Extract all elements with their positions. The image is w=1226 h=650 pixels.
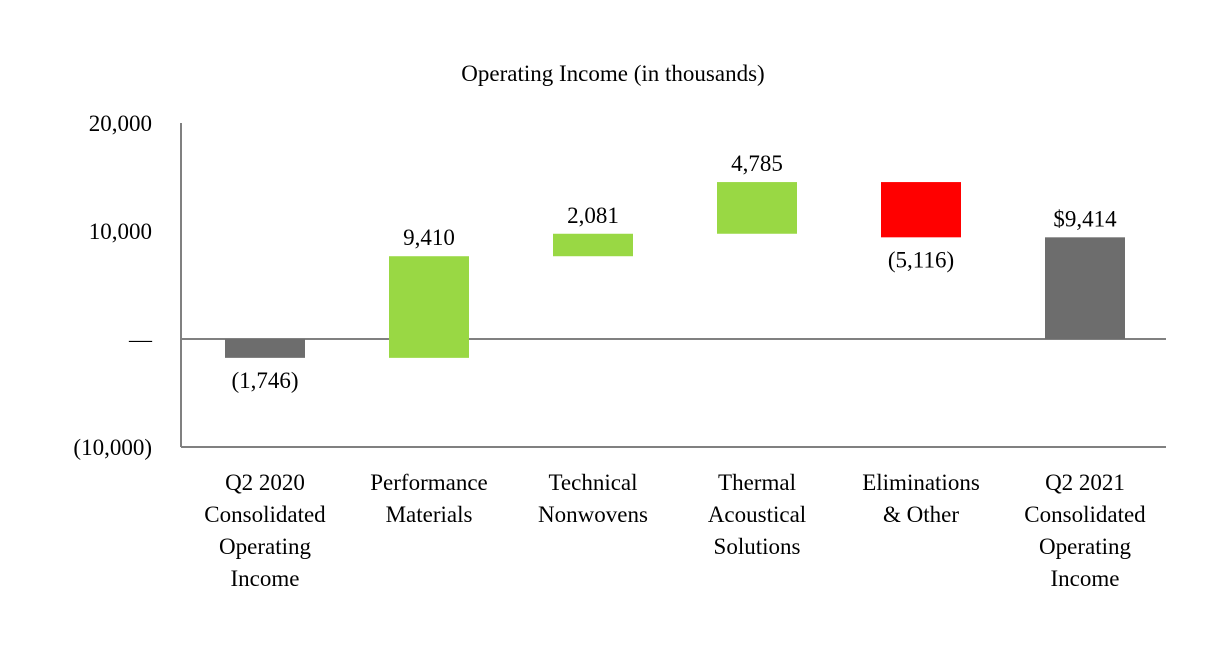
data-labels-group: (1,746) 9,410 2,081 4,785 (5,116) $9,414	[231, 151, 1117, 393]
x-category-label: Thermal	[718, 470, 796, 495]
waterfall-bar	[389, 256, 469, 358]
waterfall-bar	[881, 182, 961, 238]
waterfall-bar	[1045, 237, 1125, 339]
x-category-label: Eliminations	[862, 470, 980, 495]
x-category-label: Nonwovens	[538, 502, 648, 527]
waterfall-bar	[553, 233, 633, 257]
x-category-label: Operating	[219, 534, 311, 559]
x-category-label: Consolidated	[1024, 502, 1146, 527]
waterfall-bar	[225, 339, 305, 358]
waterfall-bar	[717, 182, 797, 234]
bars-group	[225, 182, 1125, 358]
bar-value-label: 9,410	[403, 225, 455, 250]
bar-value-label: 2,081	[567, 203, 619, 228]
bar-value-label: (1,746)	[231, 368, 298, 393]
x-category-label: Income	[231, 566, 300, 591]
bar-value-label: 4,785	[731, 151, 783, 176]
x-category-label: Solutions	[714, 534, 801, 559]
x-category-label: & Other	[883, 502, 959, 527]
x-category-label: Technical	[548, 470, 637, 495]
y-tick-label: 20,000	[89, 111, 152, 136]
y-tick-label: (10,000)	[73, 435, 152, 460]
x-category-label: Q2 2020	[225, 470, 305, 495]
y-tick-label: —	[128, 327, 153, 352]
x-category-label: Operating	[1039, 534, 1131, 559]
y-axis: 20,000 10,000 — (10,000)	[73, 111, 1166, 460]
x-category-label: Acoustical	[708, 502, 806, 527]
x-category-label: Q2 2021	[1045, 470, 1125, 495]
x-category-label: Consolidated	[204, 502, 326, 527]
x-category-label: Income	[1051, 566, 1120, 591]
chart-title: Operating Income (in thousands)	[461, 61, 764, 86]
bar-value-label: $9,414	[1053, 206, 1117, 231]
y-tick-label: 10,000	[89, 219, 152, 244]
x-category-label: Performance	[370, 470, 488, 495]
x-category-label: Materials	[386, 502, 473, 527]
x-axis-labels-group: Q2 2020 Consolidated Operating Income Perfor…	[204, 470, 1146, 591]
bar-value-label: (5,116)	[888, 247, 954, 272]
